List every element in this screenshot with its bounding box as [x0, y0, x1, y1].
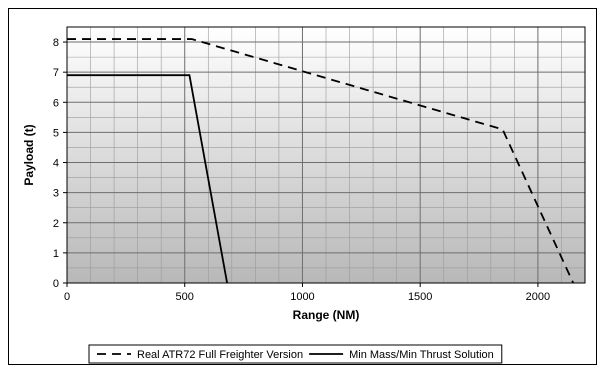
y-axis-title: Payload (t) — [22, 124, 36, 185]
y-axis-ticks: 0 1 2 3 4 5 6 7 8 — [53, 37, 67, 290]
legend-entry-min-mass: Min Mass/Min Thrust Solution — [349, 349, 494, 361]
minor-gridlines — [67, 27, 585, 283]
chart-svg: 0 500 1000 1500 2000 0 1 2 3 4 5 6 7 8 Range (NM) Pa… — [22, 26, 586, 364]
chart-frame: 0 500 1000 1500 2000 0 1 2 3 4 5 6 7 8 Range (NM) Pa… — [8, 8, 597, 365]
y-tick-label: 6 — [53, 97, 59, 109]
series-line-1 — [67, 74, 228, 284]
y-tick-label: 3 — [53, 188, 59, 200]
legend-box — [88, 344, 503, 364]
y-tick-label: 8 — [53, 37, 59, 49]
y-tick-label: 5 — [53, 127, 59, 139]
y-tick-label: 2 — [53, 218, 59, 230]
series-layer — [67, 38, 575, 284]
x-axis-title: Range (NM) — [293, 308, 360, 322]
x-tick-label: 0 — [64, 291, 70, 303]
major-gridlines — [66, 26, 586, 284]
plot-border — [66, 26, 586, 284]
x-tick-label: 1500 — [408, 291, 432, 303]
legend-entry-atr72: Real ATR72 Full Freighter Version — [137, 349, 303, 361]
x-tick-label: 2000 — [526, 291, 550, 303]
y-tick-label: 1 — [53, 248, 59, 260]
y-tick-label: 7 — [53, 67, 59, 79]
y-tick-label: 4 — [53, 158, 59, 170]
x-tick-label: 1000 — [290, 291, 314, 303]
legend: Real ATR72 Full Freighter Version Min Ma… — [88, 344, 503, 364]
x-axis-ticks: 0 500 1000 1500 2000 — [64, 283, 550, 303]
y-tick-label: 0 — [53, 278, 59, 290]
x-tick-label: 500 — [176, 291, 194, 303]
series-line-0 — [67, 38, 575, 284]
